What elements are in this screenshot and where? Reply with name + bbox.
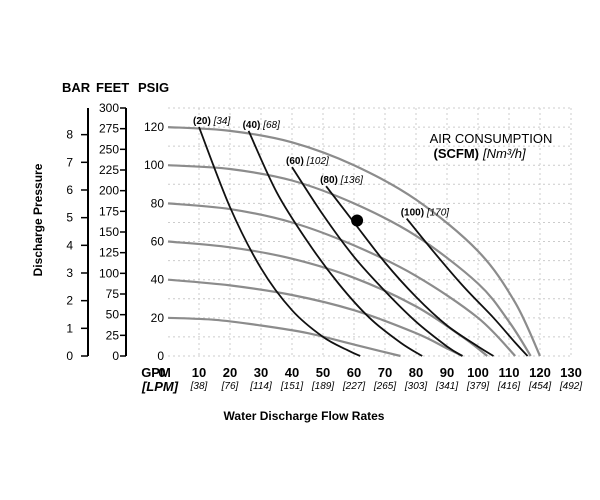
feet-header: FEET [96,80,129,95]
bar-tick-label: 6 [66,183,73,197]
x-tick-lpm: [114] [249,381,272,392]
x-tick-gpm: 110 [499,365,520,380]
feet-tick-label: 50 [106,308,120,322]
bar-tick-label: 2 [66,294,73,308]
bar-tick-label: 0 [66,349,73,363]
air-consumption-curve [291,166,463,357]
feet-tick-label: 175 [99,204,119,218]
pressure-curve [167,316,401,358]
air-consumption-curve [198,126,361,357]
x-tick-gpm: 10 [192,365,206,380]
pressure-curve [167,126,541,357]
pressure-curve [167,164,532,357]
air-curve-scfm: (100) [401,208,424,219]
x-tick-lpm: [151] [280,381,303,392]
x-tick-gpm: 120 [529,365,551,380]
x-tick-gpm: 0 [158,365,165,380]
gpm-label: GPM [141,365,171,380]
air-curve-scfm: (40) [243,120,261,131]
x-tick-lpm: [379] [466,381,489,392]
x-tick-gpm: 60 [347,365,361,380]
x-tick-lpm: [416] [497,381,520,392]
air-curve-scfm: (80) [320,175,338,186]
feet-tick-label: 200 [99,184,119,198]
feet-tick-label: 225 [99,163,119,177]
x-tick-lpm: [454] [528,381,551,392]
air-curve-nm3h: [136] [338,175,363,186]
bar-header: BAR [62,80,91,95]
feet-tick-label: 250 [99,142,119,156]
x-tick-gpm: 90 [440,365,454,380]
operating-point-marker [351,214,364,227]
air-curve-nm3h: [68] [260,120,280,131]
psig-tick-label: 0 [157,349,164,363]
x-tick-gpm: 50 [316,365,330,380]
x-tick-lpm: [227] [342,381,365,392]
psig-tick-label: 80 [151,196,165,210]
psig-tick-label: 120 [144,120,164,134]
x-tick-lpm: [303] [404,381,427,392]
air-curve-label: (100) [170] [401,208,450,219]
bar-tick-label: 4 [66,238,73,252]
legend-title: AIR CONSUMPTION [430,131,553,146]
psig-header: PSIG [138,80,169,95]
feet-tick-label: 275 [99,122,119,136]
psig-tick-label: 100 [144,158,164,172]
y-axis-title: Discharge Pressure [31,163,45,276]
feet-tick-label: 0 [112,349,119,363]
air-consumption-curve [405,218,529,357]
bar-tick-label: 3 [66,266,73,280]
x-tick-gpm: 70 [378,365,392,380]
bar-tick-label: 8 [66,128,73,142]
x-axis-title: Water Discharge Flow Rates [224,409,385,423]
air-curve-scfm: (60) [286,156,304,167]
air-curve-nm3h: [34] [211,116,231,127]
air-consumption-curve [247,130,423,357]
x-tick-lpm: [76] [221,381,239,392]
air-curve-nm3h: [102] [304,156,329,167]
feet-tick-label: 125 [99,246,119,260]
feet-tick-label: 300 [99,101,119,115]
pressure-curve [167,278,463,357]
bar-tick-label: 5 [66,211,73,225]
feet-tick-label: 100 [99,266,119,280]
air-curve-label: (40) [68] [243,120,280,131]
x-tick-lpm: [38] [190,381,208,392]
x-tick-gpm: 40 [285,365,299,380]
x-tick-gpm: 30 [254,365,268,380]
x-tick-lpm: [265] [373,381,396,392]
psig-tick-label: 20 [151,311,165,325]
air-curve-label: (20) [34] [193,116,230,127]
x-tick-gpm: 100 [467,365,489,380]
x-tick-lpm: [492] [559,381,582,392]
air-curve-label: (80) [136] [320,175,363,186]
feet-tick-label: 25 [106,328,120,342]
x-tick-lpm: [189] [311,381,334,392]
air-curve-label: (60) [102] [286,156,329,167]
x-tick-lpm: [341] [435,381,458,392]
x-tick-gpm: 80 [409,365,423,380]
legend-unit-bold: (SCFM) [434,146,480,161]
lpm-label: [LPM] [141,379,179,394]
air-curve-nm3h: [170] [424,208,449,219]
x-tick-gpm: 20 [223,365,237,380]
feet-tick-label: 150 [99,225,119,239]
feet-tick-label: 75 [106,287,120,301]
air-curve-scfm: (20) [193,116,211,127]
psig-tick-label: 60 [151,235,165,249]
legend-unit-italic: [Nm³/h] [482,146,526,161]
bar-tick-label: 1 [66,321,73,335]
bar-tick-label: 7 [66,155,73,169]
x-tick-gpm: 130 [560,365,582,380]
psig-tick-label: 40 [151,273,165,287]
